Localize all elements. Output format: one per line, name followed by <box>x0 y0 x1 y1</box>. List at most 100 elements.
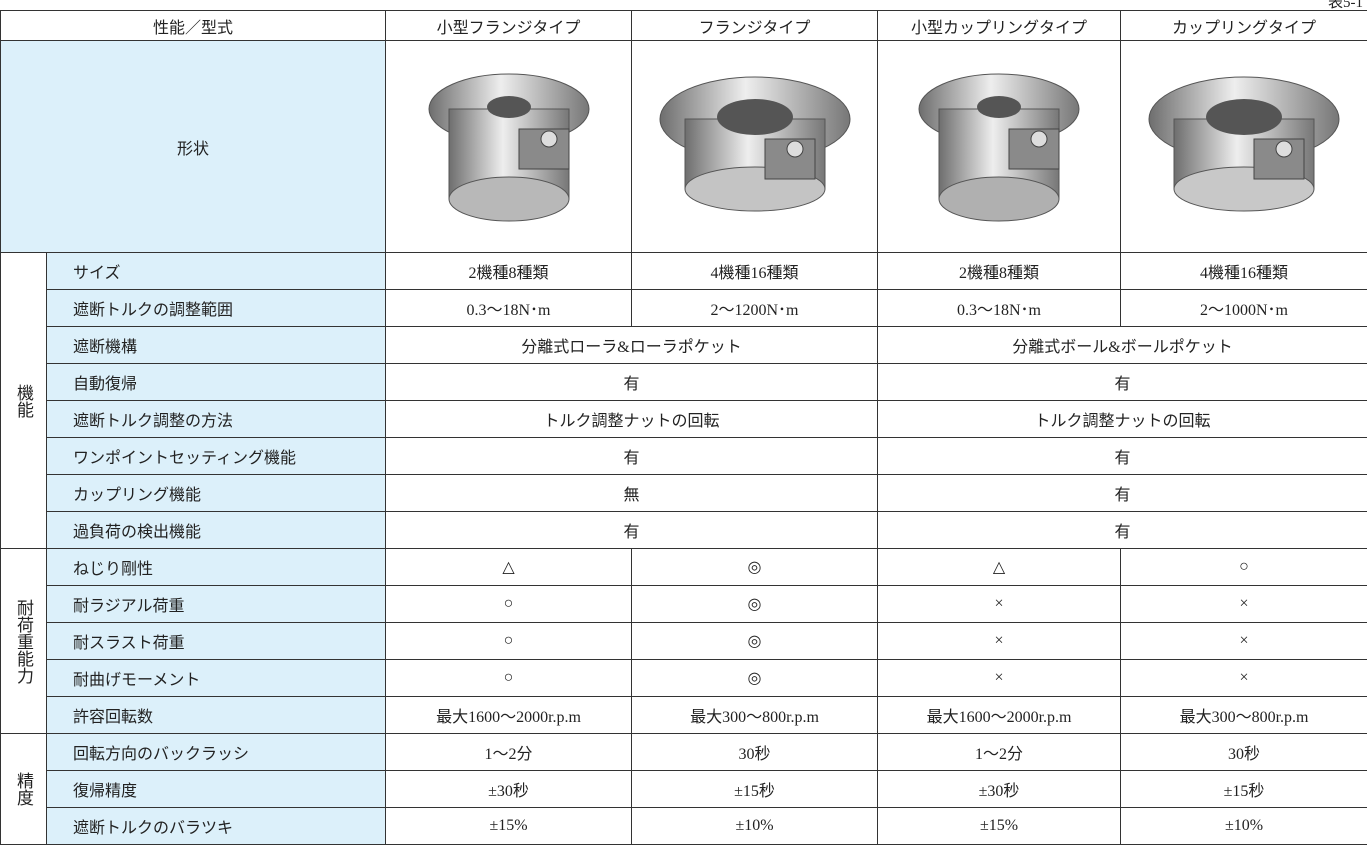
value-cell: ○ <box>386 623 632 660</box>
value-cell: ◎ <box>632 660 878 697</box>
shape-cell <box>386 41 632 253</box>
header-row: 性能／型式小型フランジタイプフランジタイプ小型カップリングタイプカップリングタイ… <box>1 11 1367 41</box>
table-body: 性能／型式小型フランジタイプフランジタイプ小型カップリングタイプカップリングタイ… <box>1 11 1367 845</box>
value-cell: ±15% <box>878 808 1121 845</box>
value-cell: 1～2分 <box>878 734 1121 771</box>
row-label: 回転方向のバックラッシ <box>47 734 386 771</box>
row-label: ワンポイントセッティング機能 <box>47 438 386 475</box>
header-cell: カップリングタイプ <box>1121 11 1367 41</box>
value-cell: 30秒 <box>1121 734 1367 771</box>
row-label: 遮断トルク調整の方法 <box>47 401 386 438</box>
row-label: カップリング機能 <box>47 475 386 512</box>
value-cell: × <box>1121 586 1367 623</box>
value-cell: ○ <box>386 586 632 623</box>
group-label: 精度 <box>1 734 47 845</box>
value-cell: × <box>878 660 1121 697</box>
value-cell: 有 <box>878 475 1367 512</box>
row-label: 耐ラジアル荷重 <box>47 586 386 623</box>
value-cell: △ <box>878 549 1121 586</box>
value-cell: 有 <box>386 512 878 549</box>
value-cell: × <box>1121 660 1367 697</box>
row-label: 遮断機構 <box>47 327 386 364</box>
spec-table: 性能／型式小型フランジタイプフランジタイプ小型カップリングタイプカップリングタイ… <box>0 10 1367 845</box>
group-label: 機能 <box>1 253 47 549</box>
shape-cell <box>632 41 878 253</box>
data-row: 遮断トルク調整の方法トルク調整ナットの回転トルク調整ナットの回転 <box>1 401 1367 438</box>
row-label: 耐スラスト荷重 <box>47 623 386 660</box>
data-row: 遮断トルクのバラツキ±15%±10%±15%±10% <box>1 808 1367 845</box>
row-label: サイズ <box>47 253 386 290</box>
value-cell: △ <box>386 549 632 586</box>
value-cell: 有 <box>386 364 878 401</box>
value-cell: 1～2分 <box>386 734 632 771</box>
product-illustration <box>409 49 609 239</box>
shape-row: 形状 <box>1 41 1367 253</box>
value-cell: ±30秒 <box>386 771 632 808</box>
row-label: 遮断トルクの調整範囲 <box>47 290 386 327</box>
value-cell: 最大300～800r.p.m <box>632 697 878 734</box>
row-label: 自動復帰 <box>47 364 386 401</box>
value-cell: × <box>878 623 1121 660</box>
value-cell: ◎ <box>632 549 878 586</box>
value-cell: ±15% <box>386 808 632 845</box>
data-row: 自動復帰有有 <box>1 364 1367 401</box>
value-cell: × <box>878 586 1121 623</box>
value-cell: ±15秒 <box>1121 771 1367 808</box>
value-cell: 4機種16種類 <box>1121 253 1367 290</box>
value-cell: トルク調整ナットの回転 <box>386 401 878 438</box>
value-cell: ○ <box>1121 549 1367 586</box>
data-row: 遮断機構分離式ローラ&ローラポケット分離式ボール&ボールポケット <box>1 327 1367 364</box>
data-row: 過負荷の検出機能有有 <box>1 512 1367 549</box>
value-cell: ◎ <box>632 586 878 623</box>
row-label: 過負荷の検出機能 <box>47 512 386 549</box>
value-cell: 30秒 <box>632 734 878 771</box>
shape-cell <box>1121 41 1367 253</box>
group-label: 耐荷重能力 <box>1 549 47 734</box>
data-row: カップリング機能無有 <box>1 475 1367 512</box>
value-cell: 有 <box>386 438 878 475</box>
value-cell: 分離式ボール&ボールポケット <box>878 327 1367 364</box>
product-illustration <box>655 49 855 239</box>
value-cell: ◎ <box>632 623 878 660</box>
value-cell: ±30秒 <box>878 771 1121 808</box>
value-cell: 0.3～18N･m <box>878 290 1121 327</box>
data-row: 耐曲げモーメント○◎×× <box>1 660 1367 697</box>
value-cell: ±15秒 <box>632 771 878 808</box>
data-row: 復帰精度±30秒±15秒±30秒±15秒 <box>1 771 1367 808</box>
value-cell: トルク調整ナットの回転 <box>878 401 1367 438</box>
row-label: ねじり剛性 <box>47 549 386 586</box>
header-cell: 性能／型式 <box>1 11 386 41</box>
data-row: 耐荷重能力ねじり剛性△◎△○ <box>1 549 1367 586</box>
header-cell: フランジタイプ <box>632 11 878 41</box>
header-cell: 小型カップリングタイプ <box>878 11 1121 41</box>
header-cell: 小型フランジタイプ <box>386 11 632 41</box>
value-cell: 有 <box>878 512 1367 549</box>
value-cell: × <box>1121 623 1367 660</box>
value-cell: 有 <box>878 364 1367 401</box>
data-row: 耐スラスト荷重○◎×× <box>1 623 1367 660</box>
value-cell: 無 <box>386 475 878 512</box>
product-illustration <box>1144 49 1344 239</box>
value-cell: ±10% <box>1121 808 1367 845</box>
row-label: 遮断トルクのバラツキ <box>47 808 386 845</box>
value-cell: 2機種8種類 <box>386 253 632 290</box>
value-cell: ○ <box>386 660 632 697</box>
value-cell: 0.3～18N･m <box>386 290 632 327</box>
value-cell: 最大1600～2000r.p.m <box>386 697 632 734</box>
value-cell: 最大300～800r.p.m <box>1121 697 1367 734</box>
product-illustration <box>899 49 1099 239</box>
value-cell: ±10% <box>632 808 878 845</box>
value-cell: 4機種16種類 <box>632 253 878 290</box>
shape-label: 形状 <box>1 41 386 253</box>
shape-cell <box>878 41 1121 253</box>
value-cell: 2～1000N･m <box>1121 290 1367 327</box>
value-cell: 2機種8種類 <box>878 253 1121 290</box>
row-label: 復帰精度 <box>47 771 386 808</box>
row-label: 耐曲げモーメント <box>47 660 386 697</box>
value-cell: 最大1600～2000r.p.m <box>878 697 1121 734</box>
